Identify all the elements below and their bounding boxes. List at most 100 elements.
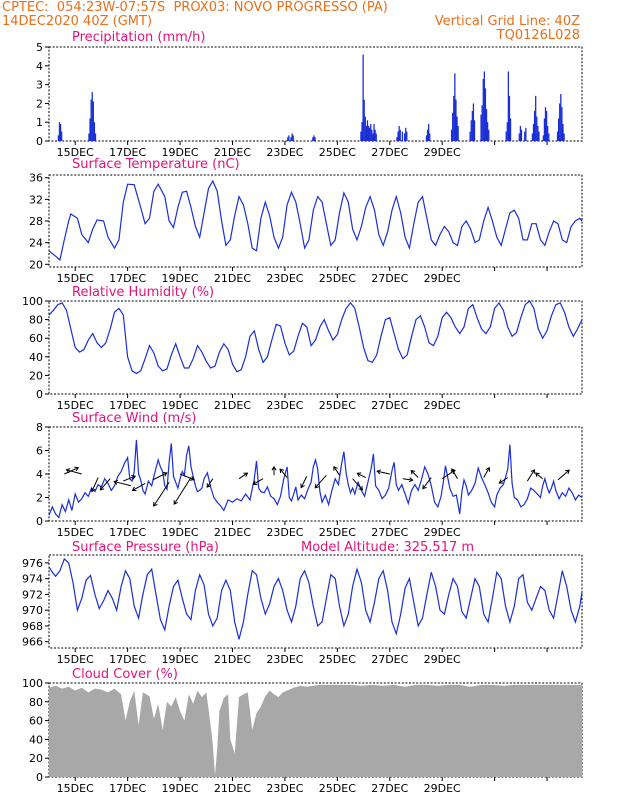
press-ytick-label: 972 [22, 588, 43, 601]
precip-bar [364, 116, 366, 141]
precip-bar [453, 95, 455, 141]
precip-bar [426, 129, 429, 141]
wind-arrow-head [113, 479, 119, 485]
press-xtick-label: 17DEC [109, 653, 146, 666]
wind-arrow [153, 481, 170, 507]
wind-xtick-label: 27DEC [371, 526, 408, 539]
wind-arrow [526, 469, 535, 482]
wind-arrow-head [314, 483, 320, 489]
press-xtick-label: 27DEC [371, 653, 408, 666]
temp-ytick-label: 36 [29, 172, 43, 185]
wind-arrow-head [498, 479, 504, 484]
precip-bar [488, 129, 490, 141]
rh-xtick-label: 23DEC [266, 399, 303, 412]
wind-arrow-head [243, 472, 249, 477]
precip-bar [537, 125, 539, 141]
precip-bar [455, 99, 457, 141]
precip-bar [365, 125, 368, 141]
wind-arrow-head [565, 469, 570, 475]
wind-arrow-head [530, 469, 535, 474]
precip-title: Precipitation (mm/h) [72, 30, 205, 45]
precip-bar [93, 122, 96, 141]
cloud-panel: Cloud Cover (%) 0 20 40 60 80 100 15DEC 17DEC 19D… [22, 667, 583, 795]
precip-bar [457, 125, 459, 141]
precip-bar [370, 124, 372, 141]
temp-ytick-label: 20 [29, 258, 43, 271]
precip-ytick-label: 2 [36, 97, 43, 110]
precip-bar [406, 131, 408, 141]
wind-arrow-head [99, 485, 105, 491]
precip-bar [292, 135, 294, 141]
rh-ytick-label: 80 [29, 314, 43, 327]
rh-xtick-label: 27DEC [371, 399, 408, 412]
precip-bar [90, 99, 92, 141]
precip-bar [486, 122, 489, 141]
rh-frame [48, 300, 583, 395]
precip-bar [372, 133, 374, 141]
cloud-area [49, 684, 582, 777]
precip-bar [313, 135, 315, 141]
temp-ytick-label: 28 [29, 215, 43, 228]
cloud-xtick-label: 27DEC [371, 782, 408, 795]
wind-arrow-head [451, 468, 456, 473]
wind-arrow-head [534, 472, 540, 478]
wind-ytick-label: 2 [36, 492, 43, 505]
precip-bar [369, 127, 371, 141]
wind-arrow [402, 478, 413, 481]
wind-xtick-label: 21DEC [214, 526, 251, 539]
precip-bar [480, 114, 482, 141]
precip-bar [536, 116, 538, 141]
precip-bar [472, 103, 475, 141]
rh-ytick-label: 40 [29, 351, 43, 364]
press-ytick-label: 968 [22, 620, 43, 633]
cloud-ytick-label: 60 [29, 715, 43, 728]
temp-xtick-label: 27DEC [371, 272, 408, 285]
precip-bar [427, 124, 430, 141]
temp-frame [48, 174, 583, 268]
wind-arrow-head [190, 476, 195, 481]
press-ytick-label: 966 [22, 636, 43, 649]
wind-arrow-head [356, 472, 362, 478]
temp-xtick-label: 29DEC [424, 272, 461, 285]
wind-arrow [557, 469, 570, 481]
precip-bar [518, 133, 520, 141]
precip-bar [507, 71, 510, 141]
rh-xtick-label: 17DEC [109, 399, 146, 412]
cloud-ytick-label: 100 [22, 677, 43, 690]
wind-arrow-head [410, 469, 416, 475]
precip-bar [314, 137, 316, 141]
precip-bar [520, 129, 523, 141]
precip-ytick-label: 5 [36, 41, 43, 54]
wind-arrow [113, 481, 132, 487]
precip-bar [396, 137, 398, 141]
precip-ytick-label: 0 [36, 135, 43, 148]
precip-xtick-label: 21DEC [214, 146, 251, 159]
cloud-ytick-label: 20 [29, 752, 43, 765]
precip-bar [505, 131, 507, 141]
press-subtitle: Model Altitude: 325.517 m [301, 540, 474, 555]
temp-xtick-label: 21DEC [214, 272, 251, 285]
wind-xtick-label: 29DEC [424, 526, 461, 539]
cloud-xtick-label: 17DEC [109, 782, 146, 795]
precip-bar [361, 122, 363, 141]
precip-bar [89, 118, 91, 141]
precip-bar [524, 131, 526, 141]
precip-bar [398, 125, 400, 141]
temp-xtick-label: 19DEC [162, 272, 199, 285]
wind-arrow [132, 482, 146, 491]
rh-title: Relative Humidity (%) [72, 285, 214, 300]
precip-bar [469, 131, 471, 141]
wind-arrow [535, 472, 543, 480]
precip-bar [288, 135, 290, 141]
precip-bar [519, 125, 522, 141]
precip-bar [532, 124, 535, 141]
rh-xtick-label: 29DEC [424, 399, 461, 412]
precip-bar [397, 131, 399, 141]
wind-arrow [499, 477, 509, 484]
cloud-xtick-label: 25DEC [319, 782, 356, 795]
precip-bar [91, 92, 93, 141]
precip-bar [563, 133, 565, 141]
precip-bar [485, 109, 488, 141]
wind-arrow-head [376, 469, 382, 475]
